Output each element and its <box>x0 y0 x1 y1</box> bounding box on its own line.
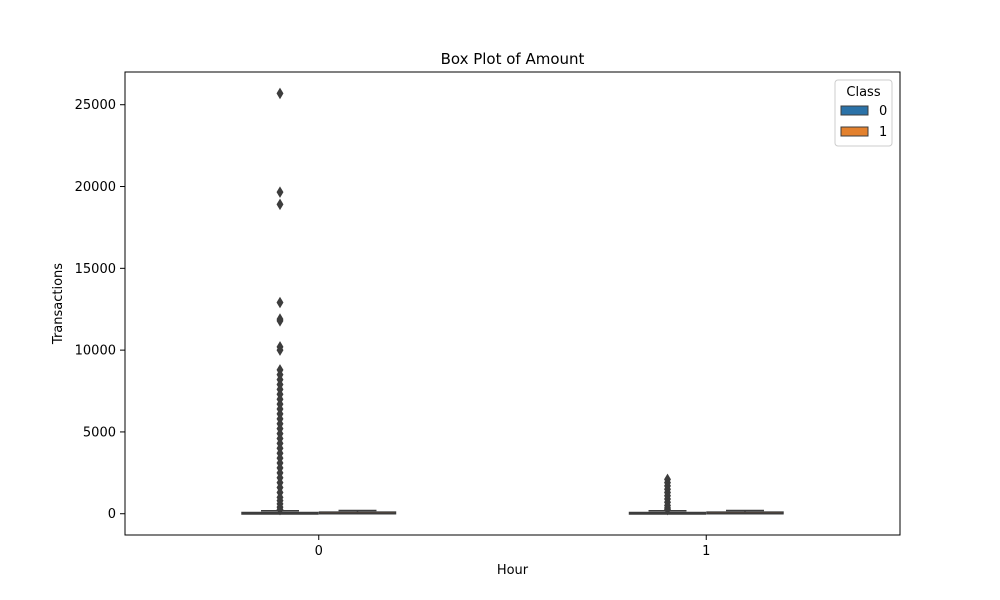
outlier-point <box>276 503 284 516</box>
legend-swatch-1 <box>840 126 869 137</box>
axes-frame <box>124 71 901 536</box>
box-series-0-hour-0 <box>241 87 319 516</box>
y-tick-label: 15000 <box>75 262 116 277</box>
box-series-1-hour-0 <box>318 509 397 515</box>
legend-title: Class <box>846 85 880 100</box>
y-tick-label: 10000 <box>75 344 116 359</box>
x-tick-label: 1 <box>702 544 710 559</box>
box-series-1-hour-1 <box>706 509 784 515</box>
outlier-point <box>276 344 284 356</box>
y-axis: 0 5000 10000 15000 20000 25000 <box>75 98 125 522</box>
outlier-point <box>276 296 284 309</box>
chart-title: Box Plot of Amount <box>441 50 585 68</box>
y-tick-label: 5000 <box>83 425 116 440</box>
legend-entries: 01 <box>840 104 887 140</box>
outlier-point <box>276 87 284 100</box>
y-tick-label: 25000 <box>75 98 116 113</box>
outlier-point <box>276 186 284 198</box>
x-axis-label: Hour <box>497 563 529 578</box>
y-axis-label: Transactions <box>51 263 66 345</box>
legend-swatch-0 <box>840 105 869 116</box>
outlier-point <box>276 198 284 211</box>
outlier-point <box>276 315 284 327</box>
box-series-0-hour-1 <box>628 473 707 516</box>
legend-label-0: 0 <box>879 104 887 119</box>
legend-label-1: 1 <box>879 125 887 140</box>
y-tick-label: 20000 <box>75 180 116 195</box>
outlier-point <box>664 503 671 516</box>
legend[interactable]: Class 01 <box>834 79 893 147</box>
y-tick-label: 0 <box>108 507 116 522</box>
x-tick-label: 0 <box>315 544 323 559</box>
plot-area <box>241 87 784 516</box>
